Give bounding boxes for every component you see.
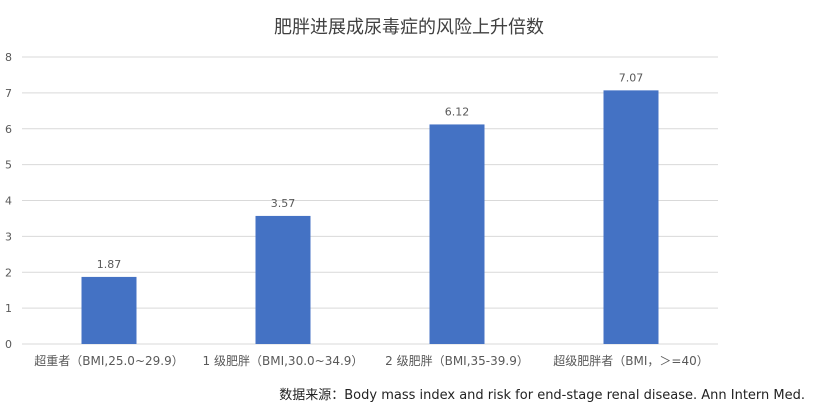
x-tick-label: 超级肥胖者（BMI，＞=40） bbox=[553, 353, 708, 368]
data-labels: 1.87 3.57 6.12 7.07 bbox=[97, 71, 644, 271]
y-tick-label: 6 bbox=[5, 123, 12, 136]
data-label: 1.87 bbox=[97, 258, 122, 271]
x-tick-label: 2 级肥胖（BMI,35-39.9） bbox=[385, 354, 529, 368]
bar bbox=[429, 124, 485, 344]
y-tick-label: 3 bbox=[5, 230, 12, 243]
x-axis-tick-labels: 超重者（BMI,25.0~29.9） 1 级肥胖（BMI,30.0~34.9） 2 … bbox=[34, 353, 708, 368]
chart-title: 肥胖进展成尿毒症的风险上升倍数 bbox=[274, 17, 544, 38]
y-tick-label: 2 bbox=[5, 266, 12, 279]
grid-lines bbox=[22, 56, 718, 345]
x-tick-label: 1 级肥胖（BMI,30.0~34.9） bbox=[203, 354, 364, 368]
y-tick-label: 5 bbox=[5, 159, 12, 172]
bars bbox=[81, 90, 659, 345]
bar bbox=[603, 90, 659, 345]
y-tick-label: 1 bbox=[5, 302, 12, 315]
bar bbox=[81, 276, 137, 344]
y-tick-label: 7 bbox=[5, 87, 12, 100]
bar bbox=[255, 215, 311, 344]
y-tick-label: 8 bbox=[5, 51, 12, 64]
data-label: 3.57 bbox=[271, 197, 296, 210]
y-tick-label: 0 bbox=[5, 338, 12, 351]
y-tick-label: 4 bbox=[5, 195, 12, 208]
data-label: 6.12 bbox=[445, 105, 470, 118]
x-tick-label: 超重者（BMI,25.0~29.9） bbox=[34, 353, 183, 368]
source-note: 数据来源：Body mass index and risk for end-st… bbox=[279, 388, 805, 403]
y-axis-tick-labels: 0 1 2 3 4 5 6 7 8 bbox=[5, 51, 12, 351]
data-label: 7.07 bbox=[619, 71, 644, 84]
